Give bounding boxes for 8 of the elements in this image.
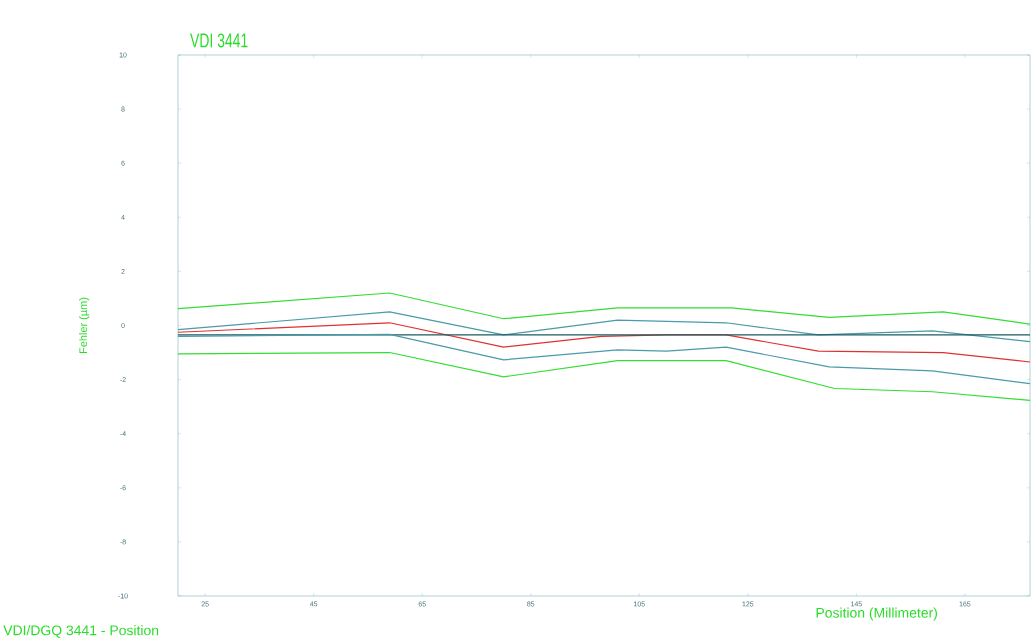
line-series (178, 333, 1031, 385)
line-series (178, 351, 1031, 402)
text: VDI/DGQ 3441 - Position (3, 625, 159, 638)
x-axis-title: Position (Millimeter) (816, 607, 937, 621)
line-series (178, 292, 1031, 325)
y-axis-title: Fehler (µm) (79, 297, 90, 353)
line-series (178, 311, 1031, 343)
chart-title: VDI 3441 (190, 33, 248, 48)
